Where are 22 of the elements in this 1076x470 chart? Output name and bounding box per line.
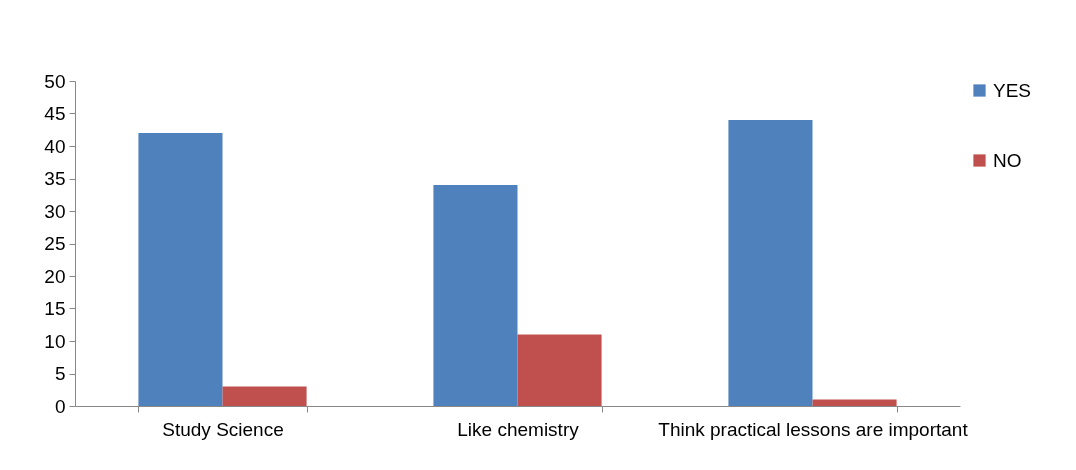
- legend-label: NO: [993, 149, 1022, 171]
- bar: [728, 120, 813, 406]
- bar: [138, 133, 223, 406]
- bar: [517, 334, 602, 406]
- y-tick-label: 20: [44, 265, 66, 287]
- y-tick-label: 5: [54, 363, 66, 384]
- bar: [812, 399, 897, 406]
- x-tick-label: Study Science: [162, 418, 284, 440]
- y-tick-label: 15: [44, 298, 66, 319]
- y-tick-label: 30: [44, 200, 66, 222]
- y-tick-label: 25: [44, 233, 66, 254]
- y-tick-label: 50: [44, 70, 66, 92]
- y-tick-label: 10: [44, 330, 66, 352]
- y-tick-label: 35: [44, 168, 66, 189]
- legend-label: YES: [993, 79, 1032, 101]
- y-tick-label: 40: [44, 135, 66, 157]
- y-tick-label: 0: [54, 395, 66, 417]
- x-tick-label: Think practical lessons are important: [658, 418, 969, 440]
- bar: [222, 386, 307, 406]
- y-tick-label: 45: [44, 103, 66, 124]
- x-tick-label: Like chemistry: [457, 418, 580, 440]
- bar: [433, 185, 518, 406]
